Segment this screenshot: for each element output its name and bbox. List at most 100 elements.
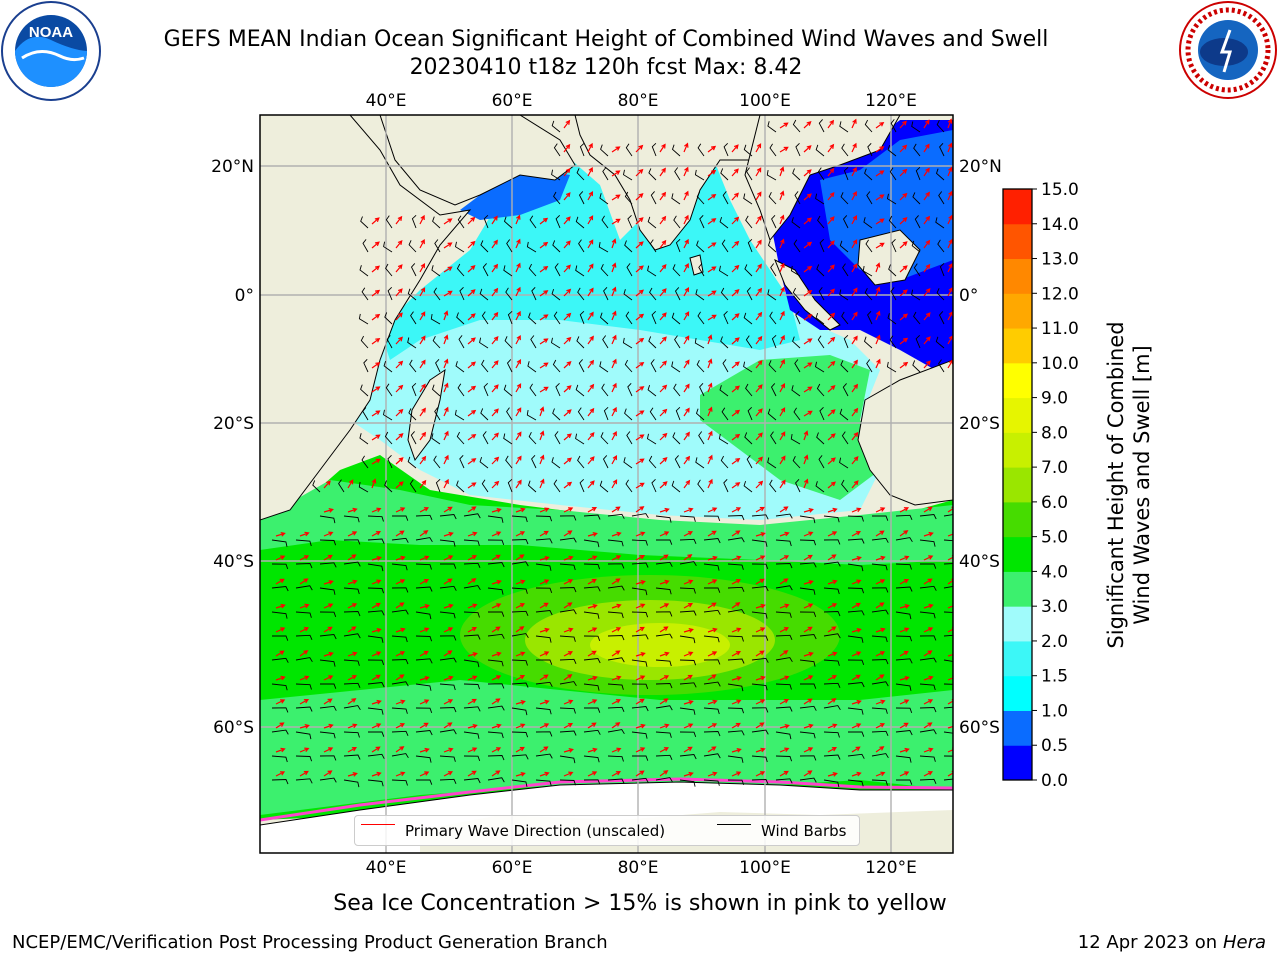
wave-direction-arrow — [755, 384, 763, 393]
wave-direction-arrow — [875, 651, 886, 657]
wave-direction-arrow — [827, 723, 838, 729]
wind-barb — [720, 336, 729, 349]
wave-direction-arrow — [515, 238, 521, 249]
wind-barb — [439, 755, 456, 762]
wave-direction-arrow — [371, 723, 382, 729]
wind-barb — [775, 611, 792, 618]
wave-direction-arrow — [563, 771, 574, 777]
wind-barb — [847, 635, 864, 643]
wave-direction-arrow — [443, 242, 453, 249]
wave-direction-arrow — [731, 409, 741, 417]
wave-direction-arrow — [467, 216, 476, 225]
wave-direction-arrow — [803, 580, 814, 585]
wave-direction-arrow — [443, 675, 454, 681]
wind-barb — [839, 240, 849, 253]
wave-direction-arrow — [275, 771, 286, 777]
lat-tick-right: 20°S — [959, 414, 1000, 434]
wave-direction-arrow — [371, 217, 380, 225]
wind-barb — [343, 561, 361, 567]
wave-direction-arrow — [803, 723, 814, 729]
wind-barb — [847, 563, 864, 572]
wind-barb — [553, 479, 561, 493]
wind-barb — [889, 167, 897, 181]
wind-barb — [343, 587, 360, 595]
wave-direction-arrow — [443, 310, 449, 321]
lon-tick-top: 120°E — [865, 91, 917, 111]
wind-barb — [919, 729, 937, 735]
colorbar-tick-label: 4.0 — [1041, 562, 1068, 582]
wind-barb — [601, 215, 609, 229]
wave-direction-arrow — [755, 239, 762, 249]
wave-direction-arrow — [467, 458, 477, 465]
wave-direction-arrow — [899, 168, 908, 177]
wind-barb — [823, 515, 840, 523]
wave-direction-arrow — [443, 454, 449, 465]
wind-barb — [679, 635, 696, 644]
wave-direction-arrow — [803, 770, 813, 777]
wave-direction-arrow — [731, 385, 740, 393]
wave-direction-arrow — [611, 747, 622, 753]
wave-direction-arrow — [467, 770, 477, 777]
wave-direction-arrow — [299, 724, 310, 729]
wind-barb — [679, 561, 697, 567]
wind-barb — [767, 457, 777, 469]
wind-barb — [912, 192, 921, 205]
wave-direction-arrow — [659, 626, 669, 633]
wave-direction-arrow — [779, 382, 786, 393]
wind-barb — [528, 263, 537, 277]
wind-barb — [361, 287, 369, 301]
wind-barb — [482, 263, 489, 277]
wave-direction-arrow — [947, 531, 953, 537]
wave-direction-arrow — [899, 289, 908, 297]
wave-direction-arrow — [659, 770, 669, 777]
wave-direction-arrow — [467, 675, 478, 681]
wave-direction-arrow — [659, 408, 668, 417]
wave-direction-arrow — [275, 699, 286, 705]
wind-barb — [391, 537, 409, 543]
wave-direction-arrow — [875, 121, 885, 129]
wave-direction-arrow — [467, 361, 476, 369]
wind-barb — [433, 455, 441, 469]
wave-direction-arrow — [827, 167, 835, 177]
wind-barb — [385, 215, 393, 229]
wind-barb — [358, 482, 369, 493]
wave-direction-arrow — [851, 746, 861, 753]
wind-barb — [343, 539, 361, 545]
wave-direction-arrow — [803, 747, 814, 753]
wind-barb — [791, 385, 801, 397]
wave-direction-arrow — [635, 217, 644, 225]
wind-barb — [703, 681, 721, 687]
wind-barb — [703, 515, 721, 522]
wind-barb — [815, 481, 825, 493]
wind-barb — [409, 479, 417, 493]
wind-barb — [600, 432, 609, 445]
wave-direction-arrow — [683, 311, 690, 321]
wind-barb — [703, 731, 721, 737]
wave-direction-arrow — [683, 359, 690, 369]
wave-direction-arrow — [467, 531, 478, 537]
wind-barb — [583, 539, 600, 548]
wave-direction-arrow — [587, 432, 595, 441]
wave-direction-arrow — [947, 262, 953, 273]
wind-barb — [625, 311, 633, 325]
lon-tick-bottom: 100°E — [739, 858, 791, 878]
wave-direction-arrow — [779, 479, 786, 489]
wind-barb — [839, 408, 849, 421]
wind-barb — [559, 755, 576, 764]
max-wave-inner — [590, 623, 730, 667]
wind-barb — [871, 681, 889, 687]
wave-direction-arrow — [491, 723, 502, 729]
wave-direction-arrow — [419, 530, 429, 537]
wave-direction-arrow — [707, 771, 718, 777]
wave-direction-arrow — [275, 747, 286, 753]
wave-direction-arrow — [395, 408, 404, 417]
wave-direction-arrow — [779, 603, 790, 609]
wind-barb — [559, 609, 577, 615]
wave-direction-arrow — [419, 578, 430, 585]
wind-barb — [727, 683, 744, 692]
wind-barb — [792, 336, 801, 349]
wind-barb — [775, 731, 792, 740]
wave-direction-arrow — [587, 555, 598, 561]
wave-direction-arrow — [491, 360, 499, 369]
wave-direction-arrow — [587, 627, 598, 633]
